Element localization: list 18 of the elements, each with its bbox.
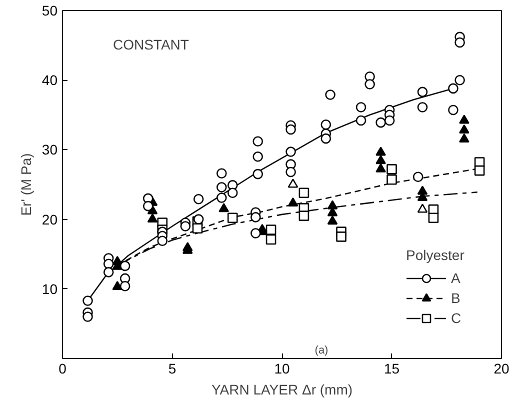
- legend-label: B: [451, 290, 462, 306]
- y-axis-title: Er' (M Pa): [18, 153, 34, 216]
- x-tick-label: 15: [384, 360, 400, 376]
- annotation: CONSTANT: [112, 36, 190, 52]
- legend-label: A: [451, 270, 462, 286]
- x-axis-title: YARN LAYER Δr (mm): [211, 382, 353, 398]
- legend-label: C: [451, 310, 462, 326]
- x-tick-label: 0: [58, 360, 67, 376]
- y-tick-label: 20: [42, 211, 58, 228]
- x-tick-label: 5: [168, 360, 176, 376]
- y-tick-label: 30: [42, 142, 58, 158]
- y-tick-label: 40: [42, 72, 58, 88]
- y-tick-label: 50: [42, 2, 58, 18]
- y-tick-label: 10: [42, 280, 58, 297]
- x-tick-label: 10: [274, 360, 290, 376]
- legend-title: Polyester: [406, 247, 466, 263]
- annotation: (a): [314, 344, 328, 356]
- x-tick-label: 20: [494, 360, 510, 376]
